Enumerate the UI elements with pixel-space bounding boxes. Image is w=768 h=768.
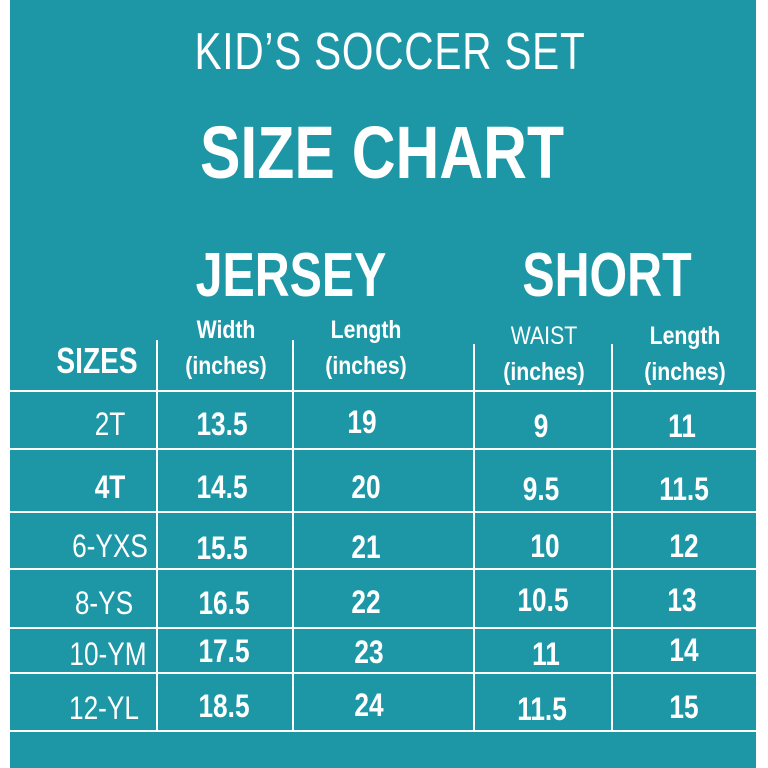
short-length-header: Length (inches) [644,318,725,390]
size-cell: 8-YS [74,585,134,621]
short-waist-cell: 10 [530,528,560,564]
jersey-width-cell: 14.5 [196,469,248,505]
column-divider [156,340,158,730]
short-waist-cell: 9.5 [522,471,560,507]
jersey-width-cell: 18.5 [198,688,250,724]
page-subtitle: SIZE CHART [199,111,565,194]
jersey-length-unit: (inches) [325,352,407,380]
short-waist-cell: 11.5 [517,691,567,727]
column-divider [473,344,475,730]
jersey-length-cell: 24 [354,687,384,723]
jersey-length-header: Length (inches) [325,312,406,384]
jersey-length-cell: 23 [354,634,384,670]
page-title: KID’S SOCCER SET [194,23,586,81]
row-divider [10,448,756,450]
row-divider [10,730,756,732]
jersey-width-cell: 16.5 [198,585,250,621]
jersey-length-cell: 21 [351,529,381,565]
jersey-width-unit: (inches) [185,352,267,380]
short-length-unit: (inches) [644,358,726,386]
size-cell: 6-YXS [72,528,148,564]
short-waist-cell: 10.5 [517,582,569,618]
size-cell: 2T [94,406,126,442]
short-length-cell: 11 [668,408,696,444]
size-cell: 4T [94,469,126,505]
jersey-group-heading: JERSEY [195,241,387,310]
size-cell: 10-YM [69,636,147,672]
short-waist-cell: 9 [533,408,549,444]
short-length-cell: 12 [669,528,699,564]
jersey-width-header: Width (inches) [185,312,266,384]
size-cell: 12-YL [68,690,140,726]
short-length-cell: 15 [669,689,699,725]
row-divider [10,390,756,392]
column-divider [292,340,294,730]
jersey-width-cell: 15.5 [196,530,248,566]
short-length-label: Length [649,322,721,350]
jersey-width-cell: 17.5 [198,633,250,669]
jersey-width-cell: 13.5 [196,406,248,442]
short-waist-label: WAIST [510,322,578,350]
short-length-cell: 13 [667,582,697,618]
jersey-width-label: Width [196,316,256,344]
row-divider [10,568,756,570]
short-group-heading: SHORT [522,241,692,310]
row-divider [10,627,756,629]
row-divider [10,672,756,674]
short-waist-unit: (inches) [503,358,585,386]
short-waist-cell: 11 [532,636,560,672]
jersey-length-label: Length [330,316,402,344]
short-waist-header: WAIST (inches) [503,318,584,390]
sizes-column-header: SIZES [56,340,138,381]
row-divider [10,511,756,513]
jersey-length-cell: 20 [351,469,381,505]
short-length-cell: 14 [669,632,699,668]
jersey-length-cell: 19 [347,404,377,440]
jersey-length-cell: 22 [351,584,381,620]
column-divider [611,344,613,730]
short-length-cell: 11.5 [659,471,709,507]
size-chart-panel [10,0,756,768]
